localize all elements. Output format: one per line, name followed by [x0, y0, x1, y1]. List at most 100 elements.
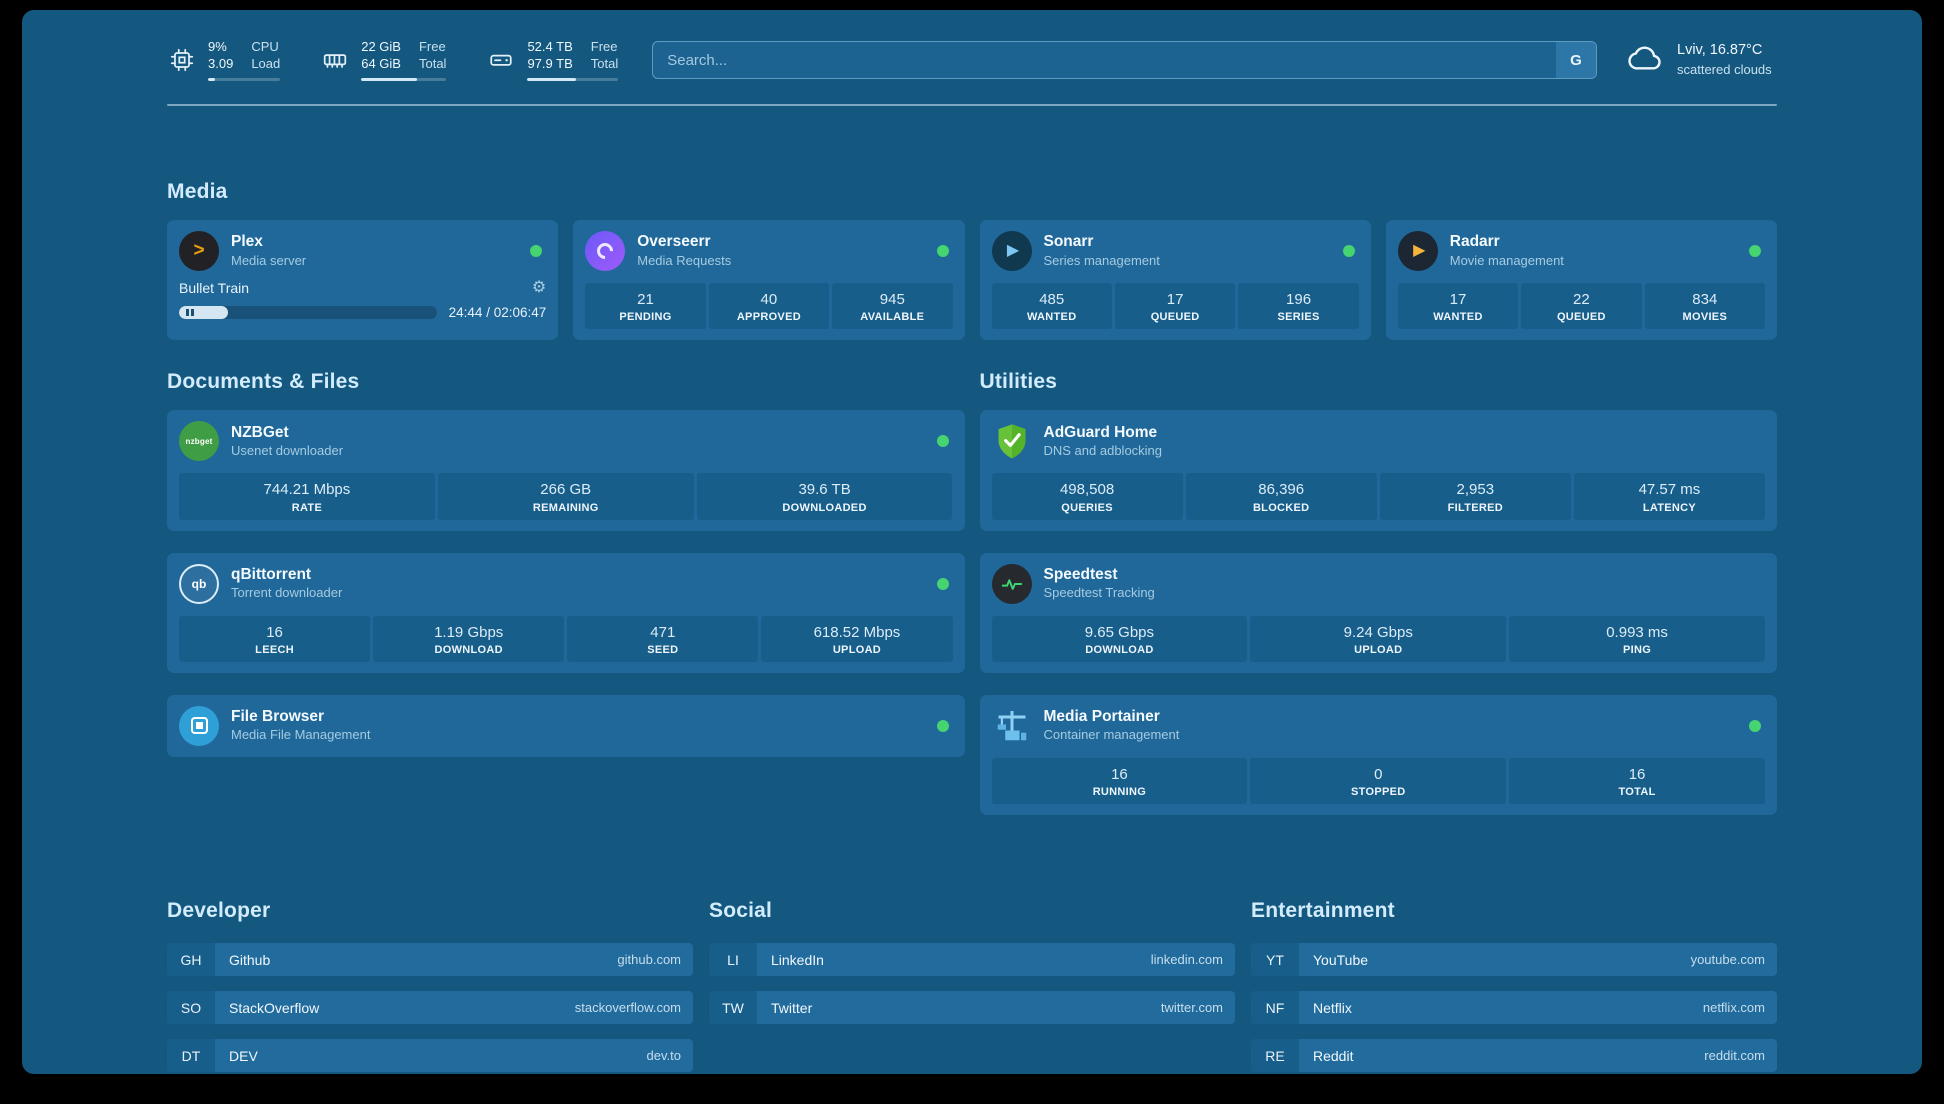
search-input[interactable]: [652, 41, 1597, 79]
service-card-radarr[interactable]: ▶ Radarr Movie management 17 WANTED: [1385, 220, 1777, 341]
service-card-speedtest[interactable]: Speedtest Speedtest Tracking 9.65 Gbps D…: [979, 552, 1777, 673]
header-divider: [167, 104, 1777, 106]
memory-free-label: Free: [418, 39, 446, 55]
disk-resource-widget: 52.4 TB 97.9 TB Free Total: [486, 39, 619, 81]
disk-total-value: 97.9 TB: [527, 56, 573, 71]
disk-free-label: Free: [590, 39, 618, 55]
bookmark-twitter[interactable]: TW Twitter twitter.com: [709, 991, 1235, 1024]
service-card-adguard[interactable]: AdGuard Home DNS and adblocking 498,508 …: [979, 410, 1777, 531]
memory-resource-widget: 22 GiB 64 GiB Free Total: [320, 39, 447, 81]
bookmark-domain: youtube.com: [1690, 952, 1765, 967]
bookmark-dev[interactable]: DT DEV dev.to: [167, 1039, 693, 1072]
bookmark-netflix[interactable]: NF Netflix netflix.com: [1251, 991, 1777, 1024]
playback-progress-fill: [179, 306, 228, 319]
cpu-progress-track: [208, 77, 281, 81]
service-subtitle: DNS and adblocking: [1043, 442, 1163, 458]
status-dot: [1342, 245, 1355, 257]
service-card-filebrowser[interactable]: File Browser Media File Management: [167, 694, 965, 757]
system-resources: 9% 3.09 CPU Load: [167, 39, 619, 81]
overseerr-icon: [585, 231, 626, 271]
section-title-social: Social: [709, 899, 773, 922]
service-card-overseerr[interactable]: Overseerr Media Requests 21 PENDING 40 A…: [573, 220, 965, 341]
sonarr-icon: ▶: [991, 231, 1032, 271]
service-subtitle: Series management: [1043, 252, 1160, 268]
stat-tile: 266 GB REMAINING: [437, 473, 694, 520]
bookmark-domain: github.com: [617, 952, 681, 967]
bookmark-group-developer: Developer GH Github github.com SO StackO…: [167, 899, 693, 1072]
bookmark-domain: stackoverflow.com: [574, 1000, 681, 1015]
stat-tile: 9.65 Gbps DOWNLOAD: [991, 615, 1248, 662]
utilities-section: Utilities AdGuard Home: [979, 370, 1777, 837]
service-card-sonarr[interactable]: ▶ Sonarr Series management 485 WANTED: [979, 220, 1371, 341]
plex-icon: >: [179, 231, 219, 271]
service-name: Plex: [231, 233, 263, 251]
bookmark-github[interactable]: GH Github github.com: [167, 943, 693, 976]
stat-tile: 21 PENDING: [585, 283, 706, 330]
bookmark-linkedin[interactable]: LI LinkedIn linkedin.com: [709, 943, 1235, 976]
cloud-icon: [1627, 39, 1665, 82]
disk-free-value: 52.4 TB: [527, 39, 573, 55]
service-card-portainer[interactable]: Media Portainer Container management 16 …: [979, 694, 1777, 815]
documents-section: Documents & Files nzbget NZBGet Usenet d…: [167, 370, 965, 837]
service-card-nzbget[interactable]: nzbget NZBGet Usenet downloader 744.21 M…: [167, 410, 965, 531]
bookmark-name: Reddit: [1313, 1047, 1354, 1064]
stat-tile: 17 QUEUED: [1114, 283, 1236, 330]
service-card-qbittorrent[interactable]: qb qBittorrent Torrent downloader 16 LEE…: [167, 552, 965, 673]
gear-icon[interactable]: ⚙: [531, 279, 547, 296]
stat-tile: 744.21 Mbps RATE: [179, 473, 435, 520]
memory-total-value: 64 GiB: [361, 56, 401, 71]
memory-progress-track: [361, 77, 447, 81]
section-title-media: Media: [167, 180, 228, 203]
service-name: NZBGet: [231, 423, 289, 441]
service-subtitle: Usenet downloader: [231, 442, 344, 458]
stat-tile: 0 STOPPED: [1250, 757, 1507, 804]
status-dot: [936, 719, 949, 732]
service-subtitle: Media server: [231, 252, 307, 268]
top-bar: 9% 3.09 CPU Load: [167, 36, 1777, 84]
bookmark-abbr: GH: [167, 943, 215, 976]
stat-tile: 471 SEED: [567, 615, 759, 662]
stat-tile: 196 SERIES: [1238, 283, 1359, 330]
disk-total-label: Total: [590, 56, 619, 71]
service-name: File Browser: [231, 708, 325, 726]
stat-tile: 16 LEECH: [179, 615, 371, 662]
bookmark-stackoverflow[interactable]: SO StackOverflow stackoverflow.com: [167, 991, 693, 1024]
nzbget-icon: nzbget: [179, 421, 219, 462]
stat-tile: 17 WANTED: [1397, 283, 1519, 330]
stat-tile: 47.57 ms LATENCY: [1573, 473, 1765, 520]
pause-icon[interactable]: [186, 309, 194, 316]
status-dot: [936, 435, 949, 448]
adguard-icon: [992, 421, 1032, 461]
cpu-icon: [167, 45, 197, 75]
bookmark-domain: linkedin.com: [1150, 952, 1223, 967]
disk-progress-track: [527, 77, 619, 81]
service-name: Overseerr: [637, 233, 711, 251]
stat-tile: 1.19 Gbps DOWNLOAD: [373, 615, 565, 662]
memory-free-value: 22 GiB: [361, 39, 401, 55]
bookmark-youtube[interactable]: YT YouTube youtube.com: [1251, 943, 1777, 976]
service-card-plex[interactable]: > Plex Media server Bullet Train ⚙: [167, 220, 559, 341]
service-name: Media Portainer: [1043, 708, 1160, 726]
service-subtitle: Media File Management: [231, 727, 371, 743]
service-name: Radarr: [1449, 233, 1500, 251]
bookmark-name: Netflix: [1313, 999, 1352, 1016]
bookmark-reddit[interactable]: RE Reddit reddit.com: [1251, 1039, 1777, 1072]
bookmark-name: DEV: [229, 1047, 258, 1064]
search-provider-button[interactable]: G: [1556, 42, 1596, 78]
bookmark-abbr: SO: [167, 991, 215, 1024]
playback-progress-bar[interactable]: [179, 306, 437, 319]
bookmark-name: YouTube: [1313, 951, 1369, 968]
bookmark-group-entertainment: Entertainment YT YouTube youtube.com NF …: [1251, 899, 1777, 1072]
status-dot: [936, 577, 949, 590]
bookmark-abbr: DT: [167, 1039, 215, 1072]
radarr-icon: ▶: [1397, 231, 1438, 271]
stat-tile: 945 AVAILABLE: [832, 283, 953, 330]
speedtest-icon: [991, 563, 1032, 604]
service-name: Sonarr: [1043, 233, 1094, 251]
cpu-load-value: 3.09: [208, 56, 234, 71]
now-playing-title: Bullet Train: [179, 280, 250, 296]
service-name: Speedtest: [1043, 565, 1118, 583]
dashboard-app: 9% 3.09 CPU Load: [22, 10, 1922, 1074]
bookmark-name: Github: [229, 951, 271, 968]
bookmark-domain: netflix.com: [1702, 1000, 1765, 1015]
